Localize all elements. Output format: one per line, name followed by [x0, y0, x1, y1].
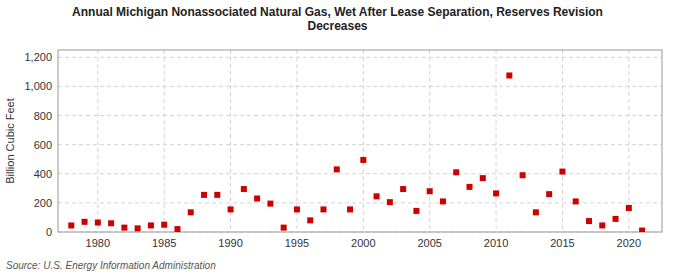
point: [413, 208, 419, 214]
point: [533, 209, 539, 215]
title: Annual Michigan Nonassociated Natural Ga…: [72, 5, 603, 33]
point: [82, 219, 88, 225]
y-tick-label: 800: [34, 110, 52, 122]
point: [148, 222, 154, 228]
x-grid-line: [562, 50, 563, 232]
point: [254, 196, 260, 202]
y-grid-line: [58, 202, 662, 203]
point: [467, 184, 473, 190]
title-line: Annual Michigan Nonassociated Natural Ga…: [72, 5, 603, 19]
point: [307, 217, 313, 223]
point: [374, 193, 380, 199]
point: [599, 222, 605, 228]
y-tick-label: 200: [34, 197, 52, 209]
y-tick-label: 400: [34, 168, 52, 180]
point: [135, 225, 141, 231]
x-tick-label: 2005: [417, 237, 441, 249]
point: [334, 166, 340, 172]
y-grid-line: [58, 115, 662, 116]
point: [400, 186, 406, 192]
point: [626, 205, 632, 211]
point: [188, 209, 194, 215]
x-tick-label: 1980: [86, 237, 110, 249]
point: [453, 169, 459, 175]
point: [520, 172, 526, 178]
point: [68, 222, 74, 228]
y-tick-label: 1,000: [24, 80, 52, 92]
y-grid-line: [58, 57, 662, 58]
point: [387, 199, 393, 205]
y-tick-label: 0: [46, 226, 52, 238]
x-grid-line: [296, 50, 297, 232]
x-grid-line: [363, 50, 364, 232]
source-note: Source: U.S. Energy Information Administ…: [6, 260, 216, 271]
y-tick-label: 1,200: [24, 51, 52, 63]
x-tick-label: 2020: [617, 237, 641, 249]
point: [493, 190, 499, 196]
point: [174, 226, 180, 232]
point: [214, 192, 220, 198]
point: [121, 225, 127, 231]
point: [427, 188, 433, 194]
title-line: Decreases: [307, 19, 367, 33]
x-grid-line: [496, 50, 497, 232]
y-tick-label: 600: [34, 139, 52, 151]
point: [320, 206, 326, 212]
x-grid-line: [628, 50, 629, 232]
point: [546, 191, 552, 197]
x-grid-line: [230, 50, 231, 232]
points: [68, 72, 645, 232]
x-tick-label: 1990: [218, 237, 242, 249]
y-grid-line: [58, 173, 662, 174]
x-grid-line: [164, 50, 165, 232]
point: [639, 228, 645, 232]
point: [294, 206, 300, 212]
point: [613, 216, 619, 222]
x-tick-label: 1985: [152, 237, 176, 249]
point: [228, 206, 234, 212]
point: [480, 175, 486, 181]
point: [241, 186, 247, 192]
chart: Annual Michigan Nonassociated Natural Ga…: [0, 0, 675, 275]
x-tick-label: 2010: [484, 237, 508, 249]
point: [586, 218, 592, 224]
plot-frame: [58, 50, 662, 232]
x-grid-line: [429, 50, 430, 232]
point: [506, 72, 512, 78]
point: [201, 192, 207, 198]
point: [347, 206, 353, 212]
point: [360, 157, 366, 163]
x-tick-label: 1995: [285, 237, 309, 249]
point: [108, 220, 114, 226]
x-tick-label: 2015: [550, 237, 574, 249]
x-grid-line: [97, 50, 98, 232]
point: [281, 225, 287, 231]
point: [267, 201, 273, 207]
x-tick-label: 2000: [351, 237, 375, 249]
y-grid-line: [58, 144, 662, 145]
y-grid-line: [58, 86, 662, 87]
point: [559, 169, 565, 175]
grid: [58, 50, 662, 232]
point: [573, 198, 579, 204]
point: [161, 222, 167, 228]
point: [440, 198, 446, 204]
y-axis-label: Billion Cubic Feet: [4, 98, 16, 184]
point: [95, 220, 101, 226]
